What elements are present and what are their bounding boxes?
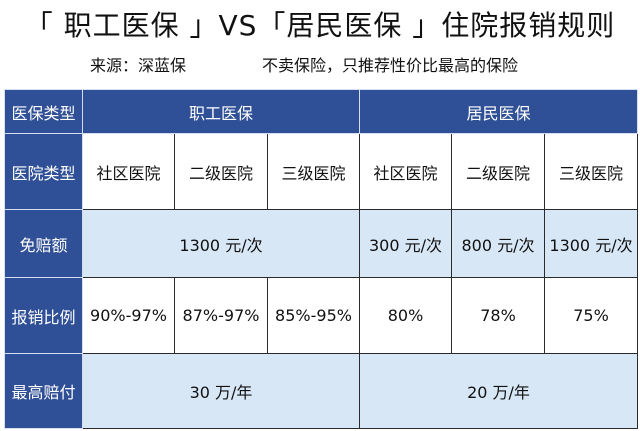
cell-max-payout-employee: 30 万/年 [82, 353, 360, 429]
cell-reimbursement-ratio: 87%-97% [174, 277, 268, 354]
cell-hospital-type: 二级医院 [451, 133, 545, 210]
cell-hospital-type: 三级医院 [267, 133, 360, 210]
cell-hospital-type: 社区医院 [82, 133, 175, 210]
subtitle: 来源：深蓝保 不卖保险，只推荐性价比最高的保险 [0, 54, 640, 78]
cell-reimbursement-ratio: 80% [359, 277, 452, 354]
table-row: 报销比例 90%-97% 87%-97% 85%-95% 80% 78% 75% [4, 277, 638, 354]
row-label-deductible: 免赔额 [4, 209, 83, 278]
cell-hospital-type: 二级医院 [174, 133, 268, 210]
table-header-row: 医保类型 职工医保 居民医保 [4, 89, 638, 134]
cell-max-payout-resident: 20 万/年 [359, 353, 638, 429]
cell-reimbursement-ratio: 90%-97% [82, 277, 175, 354]
table-row: 医院类型 社区医院 二级医院 三级医院 社区医院 二级医院 三级医院 [4, 133, 638, 210]
comparison-table: 医保类型 职工医保 居民医保 医院类型 社区医院 二级医院 三级医院 社区医院 … [4, 89, 638, 429]
row-label-max-payout: 最高赔付 [4, 353, 83, 429]
cell-deductible-employee: 1300 元/次 [82, 209, 360, 278]
cell-hospital-type: 三级医院 [544, 133, 638, 210]
cell-deductible-resident: 800 元/次 [451, 209, 545, 278]
table-row: 免赔额 1300 元/次 300 元/次 800 元/次 1300 元/次 [4, 209, 638, 278]
table-row: 最高赔付 30 万/年 20 万/年 [4, 353, 638, 429]
page-title: 「 职工医保 」VS「居民医保 」住院报销规则 [24, 9, 616, 42]
cell-reimbursement-ratio: 78% [451, 277, 545, 354]
row-label-reimbursement-ratio: 报销比例 [4, 277, 83, 354]
resident-insurance-header: 居民医保 [359, 89, 638, 134]
row-label-hospital-type: 医院类型 [4, 133, 83, 210]
cell-deductible-resident: 300 元/次 [359, 209, 452, 278]
cell-hospital-type: 社区医院 [359, 133, 452, 210]
employee-insurance-header: 职工医保 [82, 89, 360, 134]
cell-reimbursement-ratio: 85%-95% [267, 277, 360, 354]
cell-reimbursement-ratio: 75% [544, 277, 638, 354]
source-text: 来源：深蓝保 [90, 56, 187, 75]
cell-deductible-resident: 1300 元/次 [544, 209, 638, 278]
slogan-text: 不卖保险，只推荐性价比最高的保险 [262, 56, 519, 75]
corner-header: 医保类型 [4, 89, 83, 134]
